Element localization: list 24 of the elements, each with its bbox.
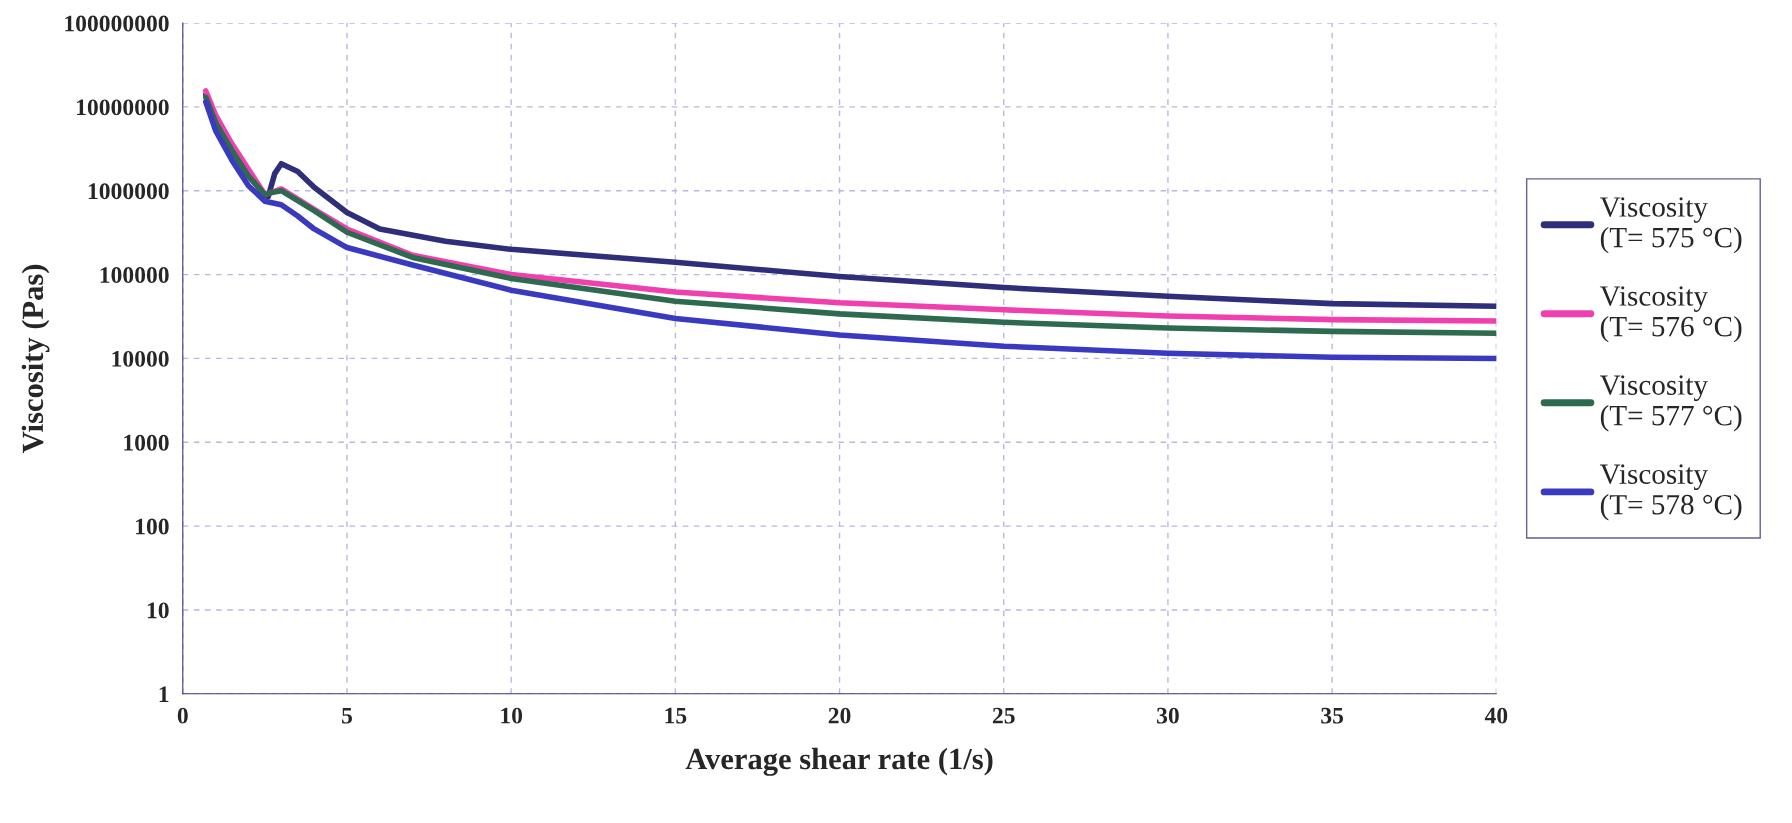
- legend-label: Viscosity (T= 575 °C): [1599, 197, 1742, 254]
- legend-label: Viscosity (T= 578 °C): [1599, 464, 1742, 521]
- y-tick-label: 1000: [124, 434, 169, 451]
- x-tick-label: 40: [1484, 707, 1508, 724]
- x-tick-label: 25: [992, 707, 1015, 724]
- x-tick-label: 10: [501, 707, 523, 724]
- y-tick-label: 100000: [100, 267, 169, 283]
- y-tick-label: 10: [147, 602, 169, 619]
- x-tick-label: 0: [177, 707, 188, 724]
- x-tick-label: 5: [342, 707, 353, 724]
- y-tick-label: 1000000: [88, 183, 169, 200]
- legend-label: Viscosity (T= 577 °C): [1599, 375, 1742, 432]
- y-tick-label: 100000000: [65, 15, 169, 32]
- y-tick-label: 100: [136, 518, 169, 535]
- x-axis-title: Average shear rate (1/s): [685, 747, 993, 776]
- x-tick-label: 20: [828, 707, 851, 724]
- y-tick-label: 1: [159, 686, 169, 702]
- x-tick-label: 35: [1321, 707, 1344, 724]
- y-tick-label: 10000: [112, 350, 169, 367]
- x-tick-label: 15: [665, 707, 687, 724]
- y-tick-label: 10000000: [77, 99, 169, 116]
- legend-label: Viscosity (T= 576 °C): [1599, 286, 1742, 343]
- y-axis-title: Viscosity (Pas): [21, 264, 50, 453]
- x-tick-label: 30: [1157, 707, 1179, 724]
